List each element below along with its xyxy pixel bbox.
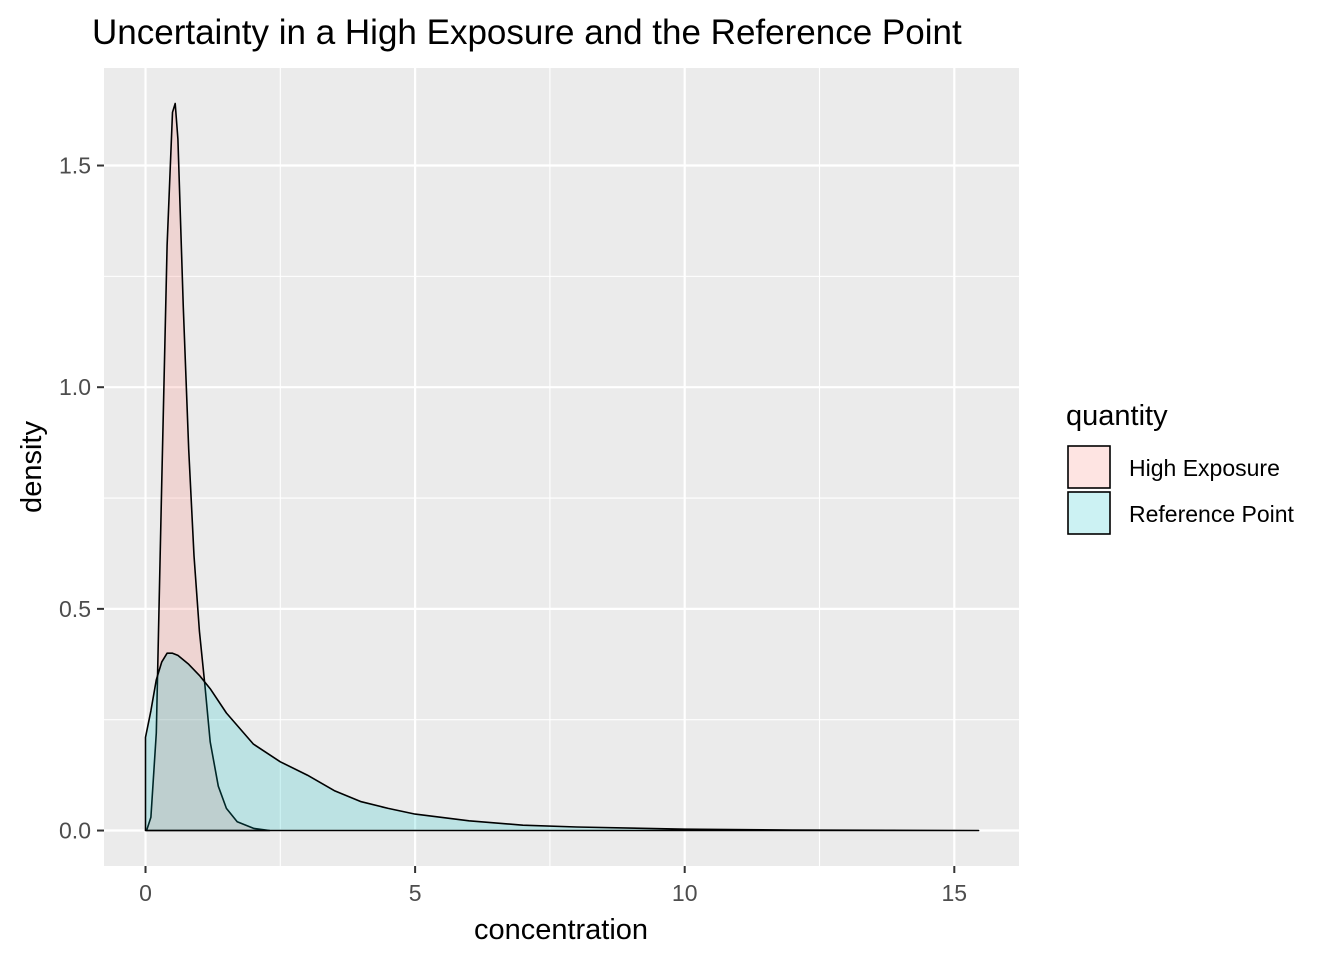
legend-key-reference-point (1067, 491, 1111, 535)
density-areas (144, 102, 980, 832)
x-axis-title: concentration (474, 914, 648, 946)
legend-key-bg (1068, 492, 1110, 534)
legend: quantity High Exposure Reference Point (1066, 400, 1295, 535)
legend-label-reference-point: Reference Point (1129, 501, 1295, 527)
x-tick-label: 15 (942, 880, 968, 906)
legend-key-bg (1068, 446, 1110, 488)
minor-gridlines (104, 68, 1019, 866)
area-high-exposure (145, 102, 271, 832)
y-tick-label: 1.5 (59, 153, 91, 179)
y-tick-label: 0.5 (59, 596, 91, 622)
legend-key-high-exposure (1067, 445, 1111, 489)
area-reference-point (144, 652, 980, 832)
chart-title: Uncertainty in a High Exposure and the R… (92, 13, 962, 52)
x-axis: 0 5 10 15 (139, 866, 967, 906)
y-axis-title: density (16, 421, 48, 513)
x-tick-label: 0 (139, 880, 152, 906)
legend-title: quantity (1066, 400, 1168, 432)
plot-panel (104, 68, 1019, 866)
legend-label-high-exposure: High Exposure (1129, 455, 1280, 481)
x-tick-label: 5 (409, 880, 422, 906)
x-tick-label: 10 (672, 880, 698, 906)
y-tick-label: 0.0 (59, 818, 91, 844)
y-axis: 0.0 0.5 1.0 1.5 (59, 153, 104, 844)
y-tick-label: 1.0 (59, 374, 91, 400)
